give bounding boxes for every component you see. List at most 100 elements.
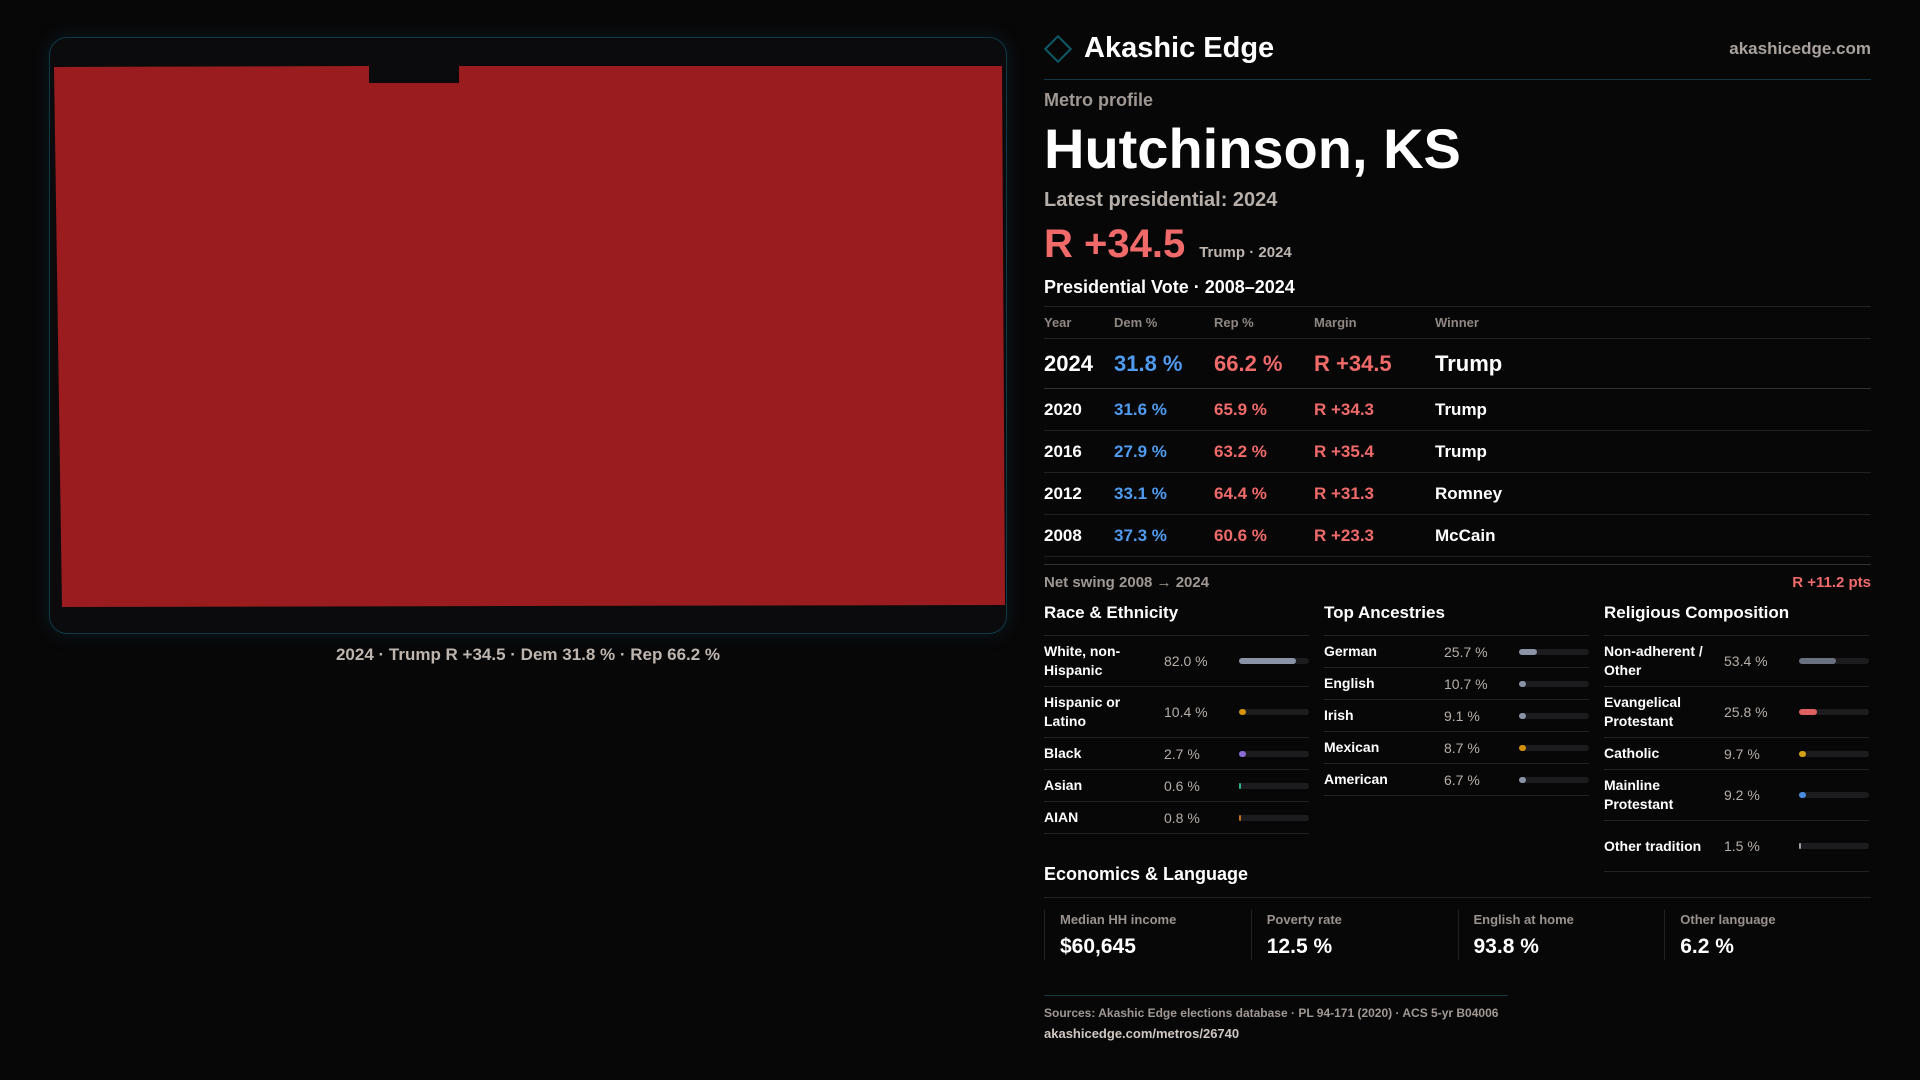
item-pct: 8.7 % (1444, 739, 1480, 756)
cell-year: 2008 (1044, 514, 1114, 557)
bar-track (1799, 843, 1869, 849)
table-row: 2024 31.8 % 66.2 % R +34.5 Trump (1044, 338, 1871, 389)
map (54, 66, 1005, 607)
bar-fill (1239, 750, 1246, 757)
net-swing-value: R +11.2 pts (1792, 574, 1871, 591)
bar-fill (1799, 750, 1806, 757)
bar-fill (1239, 814, 1241, 821)
section-2: Religious Composition Non-adherent / Othe… (1604, 603, 1869, 872)
list-item: Irish 9.1 % (1324, 700, 1589, 732)
cell-margin: R +35.4 (1314, 430, 1435, 473)
item-label: Mainline Protestant (1604, 777, 1674, 812)
table-row: 2008 37.3 % 60.6 % R +23.3 McCain (1044, 514, 1871, 557)
stat-label: English at home (1473, 912, 1574, 927)
bar-track (1239, 750, 1309, 757)
stat-label: Poverty rate (1266, 912, 1342, 927)
item-label: Asian (1044, 777, 1083, 793)
cell-year: 2020 (1044, 388, 1114, 431)
bar-fill (1799, 792, 1806, 798)
cell-dem-pct: 33.1 % (1114, 472, 1214, 515)
item-label: English (1324, 675, 1375, 691)
item-label: American (1324, 771, 1388, 787)
item-label: Catholic (1604, 745, 1660, 761)
item-pct: 2.7 % (1164, 745, 1200, 762)
cell-margin: R +31.3 (1314, 472, 1435, 515)
bar-track (1799, 792, 1869, 798)
list-item: Non-adherent / Other 53.4 % (1604, 636, 1869, 687)
item-label: White, non-Hispanic (1044, 643, 1121, 678)
stat-value: 12.5 % (1266, 935, 1333, 958)
item-pct: 82.0 % (1164, 653, 1208, 669)
cell-rep-pct: 65.9 % (1214, 388, 1314, 431)
bar-track (1799, 750, 1869, 757)
item-label: Black (1044, 745, 1082, 761)
latest-margin-sub: Trump · 2024 (1199, 244, 1292, 261)
list-item: American 6.7 % (1324, 764, 1589, 796)
vote-section-title: Presidential Vote · 2008–2024 (1044, 277, 1295, 297)
cell-year: 2024 (1044, 338, 1114, 389)
net-swing-label: Net swing 2008 → 2024 (1044, 574, 1210, 591)
net-swing: Net swing 2008 → 2024 R +11.2 pts (1044, 564, 1871, 591)
cell-margin: R +34.5 (1314, 338, 1435, 389)
item-label: Irish (1324, 707, 1354, 723)
cell-rep-pct: 64.4 % (1214, 472, 1314, 515)
bar-fill (1239, 709, 1247, 715)
bar-fill (1799, 658, 1837, 664)
item-pct: 9.2 % (1724, 787, 1760, 803)
stat-label: Median HH income (1060, 912, 1177, 927)
item-pct: 6.7 % (1444, 771, 1480, 788)
bar-track (1519, 648, 1589, 655)
item-pct: 1.5 % (1724, 838, 1760, 854)
bar-fill (1519, 776, 1526, 783)
bar-track (1239, 782, 1309, 789)
cell-year: 2012 (1044, 472, 1114, 515)
section-1: Top Ancestries German 25.7 % English 10.7 % I… (1324, 603, 1589, 872)
section-0: Race & Ethnicity White, non-Hispanic 82.0 … (1044, 603, 1309, 872)
cell-winner: Trump (1435, 430, 1871, 473)
bar-track (1519, 744, 1589, 751)
list-item: Mexican 8.7 % (1324, 732, 1589, 764)
site-link[interactable]: akashicedge.com (1729, 38, 1871, 58)
item-label: Mexican (1324, 739, 1380, 755)
bar-fill (1239, 658, 1297, 664)
cell-dem-pct: 31.6 % (1114, 388, 1214, 431)
vote-table: Year Dem % Rep % Margin Winner 2024 31.8 % 66.… (1044, 306, 1871, 557)
brand[interactable]: Akashic Edge (1043, 32, 1274, 65)
latest-label: Latest presidential: 2024 (1044, 189, 1278, 211)
sources: Sources: Akashic Edge elections database… (1044, 1006, 1499, 1020)
bar-fill (1519, 680, 1527, 687)
kicker: Metro profile (1044, 90, 1154, 110)
stat-card: Poverty rate 12.5 % (1250, 910, 1458, 960)
list-item: Mainline Protestant 9.2 % (1604, 770, 1869, 821)
list-item: English 10.7 % (1324, 668, 1589, 700)
stat-card: Median HH income $60,645 (1044, 910, 1251, 960)
col-header-dem-pct: Dem % (1114, 306, 1214, 339)
cell-rep-pct: 63.2 % (1214, 430, 1314, 473)
economics-title: Economics & Language (1044, 864, 1871, 898)
cell-margin: R +34.3 (1314, 388, 1435, 431)
bar-track (1239, 709, 1309, 715)
divider (1044, 79, 1871, 80)
bar-fill (1519, 648, 1537, 655)
bar-track (1239, 814, 1309, 821)
cell-year: 2016 (1044, 430, 1114, 473)
cell-margin: R +23.3 (1314, 514, 1435, 557)
metro-county-shape[interactable] (54, 66, 1005, 607)
bar-fill (1799, 843, 1801, 849)
table-row: 2020 31.6 % 65.9 % R +34.3 Trump (1044, 388, 1871, 431)
list-item: Evangelical Protestant 25.8 % (1604, 687, 1869, 738)
metro-link[interactable]: akashicedge.com/metros/26740 (1044, 1026, 1240, 1041)
bar-track (1799, 709, 1869, 715)
list-item: Other tradition 1.5 % (1604, 821, 1869, 872)
item-pct: 25.7 % (1444, 643, 1488, 660)
item-label: Hispanic or Latino (1044, 694, 1121, 729)
item-pct: 10.4 % (1164, 704, 1208, 720)
item-label: German (1324, 643, 1377, 659)
cell-rep-pct: 60.6 % (1214, 514, 1314, 557)
item-pct: 0.8 % (1164, 809, 1200, 826)
footer-divider (1044, 995, 1508, 996)
list-item: Catholic 9.7 % (1604, 738, 1869, 770)
col-header-winner: Winner (1435, 306, 1871, 339)
diamond-logo-icon (1043, 34, 1073, 63)
section-title: Race & Ethnicity (1044, 603, 1309, 636)
